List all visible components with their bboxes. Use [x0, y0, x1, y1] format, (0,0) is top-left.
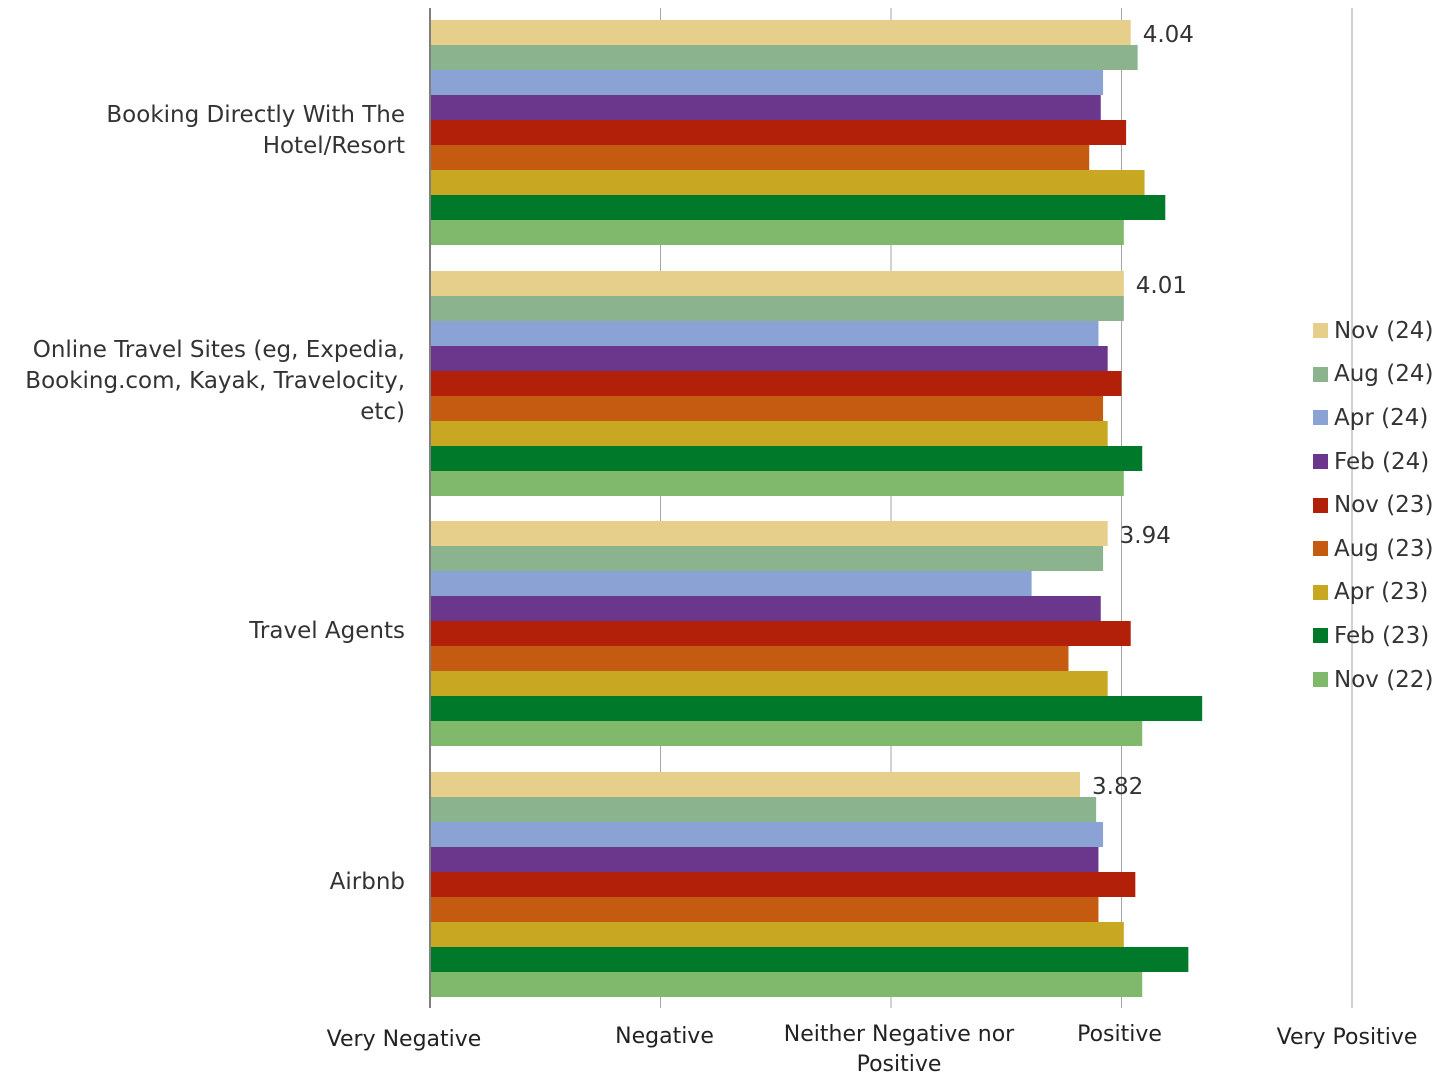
legend-swatch — [1313, 584, 1328, 600]
bar — [431, 170, 1145, 195]
bar — [431, 872, 1136, 897]
legend-label: Apr (23) — [1334, 579, 1429, 606]
data-label: 4.04 — [1143, 22, 1194, 48]
data-label: 4.01 — [1136, 273, 1187, 299]
category-label: Airbnb — [329, 869, 405, 895]
legend-item: Feb (24) — [1313, 440, 1433, 484]
bar — [431, 972, 1143, 997]
legend-label: Nov (24) — [1334, 317, 1434, 344]
legend-label: Feb (23) — [1334, 622, 1430, 649]
x-tick-label: Very Positive — [1276, 1025, 1418, 1050]
category-label: Booking Directly With The Hotel/Resort — [106, 101, 405, 159]
legend-swatch — [1313, 541, 1328, 557]
legend-swatch — [1313, 323, 1328, 339]
legend-item: Feb (23) — [1313, 614, 1433, 658]
legend-item: Apr (23) — [1313, 571, 1433, 615]
bar — [431, 120, 1127, 145]
bar — [431, 95, 1101, 120]
bar — [431, 421, 1108, 446]
chart-legend: Nov (24) Aug (24) Apr (24) Feb (24) Nov (23)… — [1313, 309, 1433, 701]
bar — [431, 20, 1131, 45]
bar — [431, 396, 1104, 421]
legend-swatch — [1313, 628, 1328, 644]
bar — [431, 696, 1203, 721]
bar — [431, 772, 1081, 797]
legend-item: Nov (24) — [1313, 309, 1433, 353]
bar — [431, 145, 1090, 170]
bar — [431, 797, 1097, 822]
legend-swatch — [1313, 672, 1328, 688]
bar — [431, 596, 1101, 621]
x-tick-label: Neither Negative nor Positive — [783, 1022, 1015, 1077]
legend-item: Aug (23) — [1313, 527, 1433, 571]
category-label: Online Travel Sites (eg, Expedia, Bookin… — [25, 337, 405, 425]
legend-swatch — [1313, 497, 1328, 513]
data-label: 3.82 — [1092, 774, 1143, 800]
legend-label: Aug (23) — [1334, 535, 1434, 562]
bar — [431, 471, 1124, 496]
legend-swatch — [1313, 410, 1328, 426]
bar — [431, 446, 1143, 471]
legend-item: Nov (22) — [1313, 658, 1433, 702]
bar — [431, 296, 1124, 321]
category-label: Travel Agents — [249, 618, 405, 644]
bar — [431, 346, 1108, 371]
data-label: 3.94 — [1120, 523, 1171, 549]
bar — [431, 546, 1104, 571]
legend-item: Aug (24) — [1313, 353, 1433, 397]
bar — [431, 922, 1124, 947]
legend-label: Feb (24) — [1334, 448, 1430, 475]
x-tick-label: Positive — [1077, 1022, 1162, 1047]
bar — [431, 621, 1131, 646]
legend-label: Nov (23) — [1334, 492, 1434, 519]
bar — [431, 721, 1143, 746]
bar — [431, 947, 1189, 972]
bar — [431, 646, 1069, 671]
legend-swatch — [1313, 366, 1328, 382]
legend-swatch — [1313, 454, 1328, 470]
legend-label: Aug (24) — [1334, 361, 1434, 388]
bar — [431, 45, 1138, 70]
bar — [431, 671, 1108, 696]
bar — [431, 521, 1108, 546]
bar — [431, 195, 1166, 220]
bar — [431, 220, 1124, 245]
bar — [431, 271, 1124, 296]
bar — [431, 70, 1104, 95]
legend-item: Apr (24) — [1313, 396, 1433, 440]
legend-item: Nov (23) — [1313, 483, 1433, 527]
legend-label: Apr (24) — [1334, 404, 1429, 431]
bar — [431, 371, 1122, 396]
bar — [431, 571, 1032, 596]
bar — [431, 822, 1104, 847]
x-tick-label: Negative — [615, 1024, 714, 1049]
bar — [431, 897, 1099, 922]
x-tick-label: Very Negative — [326, 1027, 482, 1052]
bar — [431, 321, 1099, 346]
bar — [431, 847, 1099, 872]
legend-label: Nov (22) — [1334, 666, 1434, 693]
